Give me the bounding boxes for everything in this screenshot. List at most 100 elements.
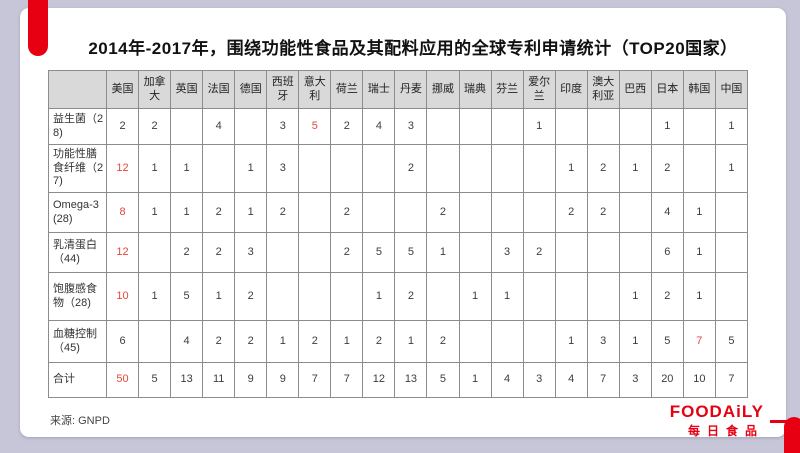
- table-cell: 2: [650, 272, 684, 321]
- table-cell: [426, 144, 460, 193]
- slide-card: 2014年-2017年，围绕功能性食品及其配料应用的全球专利申请统计（TOP20…: [20, 8, 786, 439]
- foodaily-wordmark: FOODAiLY: [669, 402, 764, 421]
- table-cell: 2: [105, 108, 140, 145]
- table-cell: [522, 144, 556, 193]
- column-header: 中国: [714, 70, 749, 109]
- column-header: 瑞士: [362, 70, 396, 109]
- column-header: 爱尔兰: [522, 70, 556, 109]
- table-cell: 7: [586, 362, 620, 398]
- table-cell: [298, 144, 332, 193]
- table-cell: 7: [298, 362, 332, 398]
- table-cell: 3: [522, 362, 556, 398]
- table-cell: 1: [554, 320, 588, 363]
- table-cell: 1: [138, 192, 172, 233]
- table-cell: 5: [170, 272, 204, 321]
- table-cell: [618, 232, 652, 273]
- foodaily-logo: FOODAiLY 每日食品: [670, 403, 764, 439]
- source-label: 来源: GNPD: [50, 415, 110, 427]
- patent-table: 美国 加拿大 英国 法国 德国 西班牙 意大利 荷兰 瑞士 丹麦 挪威 瑞典 芬兰 爱尔兰 印度 澳大利亚 巴西…: [48, 70, 749, 398]
- table-cell: [714, 192, 749, 233]
- table-cell: 1: [394, 320, 428, 363]
- table-cell: 2: [170, 232, 204, 273]
- table-cell: [266, 272, 300, 321]
- red-accent-bar-top: [28, 0, 48, 56]
- table-cell: 9: [234, 362, 268, 398]
- table-cell: 1: [682, 272, 716, 321]
- column-header: 意大利: [298, 70, 332, 109]
- table-cell: 10: [682, 362, 716, 398]
- table-cell: 2: [362, 320, 396, 363]
- table-cell: 1: [490, 272, 524, 321]
- table-cell: 4: [170, 320, 204, 363]
- table-cell: 3: [394, 108, 428, 145]
- table-cell: [586, 108, 620, 145]
- row-label: 功能性膳食纤维（27): [48, 144, 107, 193]
- table-cell: [682, 144, 716, 193]
- table-cell: 12: [105, 232, 140, 273]
- table-cell: 2: [138, 108, 172, 145]
- table-cell: 2: [554, 192, 588, 233]
- table-body: 益生菌（28) 2 2 4 3 5 2 4 3 1 1 1 功能性膳食纤维（27) 12 1 1 1 3 2 1 2 1 2…: [48, 108, 749, 398]
- red-accent-bar-bottom: [784, 417, 800, 453]
- table-cell: 12: [105, 144, 140, 193]
- table-cell: [490, 192, 524, 233]
- table-cell: [298, 272, 332, 321]
- table-cell: 1: [618, 144, 652, 193]
- table-cell: 7: [682, 320, 716, 363]
- table-cell: 12: [362, 362, 396, 398]
- column-header: 美国: [105, 70, 140, 109]
- table-row: Omega-3 (28) 8 1 1 2 1 2 2 2 2 2 4 1: [48, 192, 749, 233]
- table-cell: 4: [490, 362, 524, 398]
- table-cell: 2: [330, 108, 364, 145]
- table-cell: 1: [458, 362, 492, 398]
- table-cell: 7: [330, 362, 364, 398]
- table-cell: 13: [170, 362, 204, 398]
- table-cell: [426, 272, 460, 321]
- table-cell: 4: [554, 362, 588, 398]
- table-cell: [490, 320, 524, 363]
- table-cell: 2: [330, 232, 364, 273]
- table-cell: 1: [202, 272, 236, 321]
- table-cell: [362, 192, 396, 233]
- table-cell: [266, 232, 300, 273]
- table-cell: [234, 108, 268, 145]
- table-cell: 1: [266, 320, 300, 363]
- table-cell: 1: [234, 144, 268, 193]
- total-row: 合计 50 5 13 11 9 9 7 7 12 13 5 1 4 3 4 7 3 20 10 7: [48, 362, 749, 398]
- table-cell: 2: [234, 320, 268, 363]
- table-cell: [554, 232, 588, 273]
- table-cell: [458, 320, 492, 363]
- row-label: 血糖控制（45): [48, 320, 107, 363]
- table-cell: 3: [586, 320, 620, 363]
- table-cell: 6: [105, 320, 140, 363]
- column-header: 芬兰: [490, 70, 524, 109]
- table-cell: 1: [234, 192, 268, 233]
- table-cell: 2: [266, 192, 300, 233]
- table-cell: [522, 272, 556, 321]
- table-cell: [522, 320, 556, 363]
- table-cell: [394, 192, 428, 233]
- table-cell: 20: [650, 362, 684, 398]
- table-cell: 2: [586, 192, 620, 233]
- table-cell: [586, 272, 620, 321]
- table-cell: [330, 272, 364, 321]
- table-cell: 1: [138, 144, 172, 193]
- table-cell: [458, 108, 492, 145]
- table-cell: 1: [618, 320, 652, 363]
- table-cell: 1: [170, 144, 204, 193]
- table-cell: [682, 108, 716, 145]
- table-cell: [490, 144, 524, 193]
- table-cell: 4: [650, 192, 684, 233]
- column-header: 加拿大: [138, 70, 172, 109]
- page-title: 2014年-2017年，围绕功能性食品及其配料应用的全球专利申请统计（TOP20…: [88, 39, 738, 58]
- table-cell: 5: [138, 362, 172, 398]
- table-cell: 6: [650, 232, 684, 273]
- row-label: Omega-3 (28): [48, 192, 107, 233]
- table-cell: [618, 192, 652, 233]
- column-header: 西班牙: [266, 70, 300, 109]
- column-header: 巴西: [618, 70, 652, 109]
- table-cell: 4: [202, 108, 236, 145]
- table-cell: 2: [522, 232, 556, 273]
- table-cell: [714, 232, 749, 273]
- table-cell: [714, 272, 749, 321]
